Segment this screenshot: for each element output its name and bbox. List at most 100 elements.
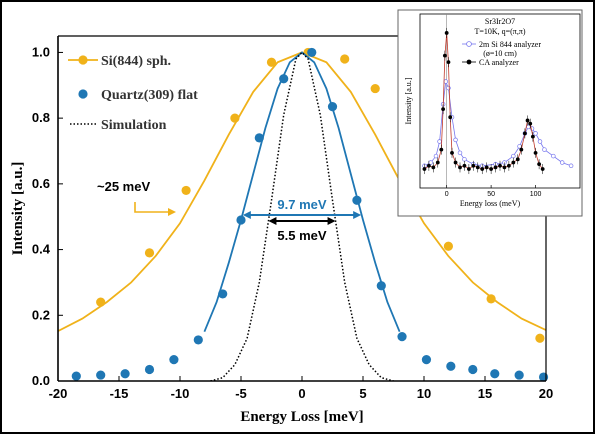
data-point-series-1 [397,332,407,342]
x-tick-label: -5 [235,386,247,401]
inset-data-point-series-0 [446,85,451,91]
data-point-series-0 [266,57,277,67]
x-tick-label: 5 [359,386,366,401]
fwhm-arrow-quartz-arrowhead-right [353,211,362,219]
data-point-series-1 [307,47,317,58]
inset-data-point-series-1 [466,167,471,171]
inset-data-point-series-0 [517,144,522,149]
data-point-series-0 [230,113,240,123]
x-tick-label: 15 [478,386,492,401]
x-tick-label: 10 [417,386,431,401]
inset-data-point-series-1 [537,162,542,167]
data-point-series-1 [193,335,203,345]
inset-data-point-series-1 [426,163,431,168]
inset-data-point-series-1 [533,150,538,155]
data-point-series-0 [443,241,453,251]
data-point-series-1 [421,355,432,365]
inset-legend-swatch-marker [466,41,472,47]
legend: Si(844) sph. Quartz(309) flat Simulation [68,54,198,133]
inset-x-tick-label: 0 [445,191,449,198]
inset-data-point-series-0 [457,150,463,156]
inset-data-point-series-1 [489,167,494,171]
legend-label: Si(844) sph. [101,54,171,69]
fwhm-label-quartz: 9.7 meV [277,197,326,212]
inset-data-point-series-1 [525,118,530,123]
data-point-series-0 [144,248,155,258]
inset-y-axis-label: Intensity [a.u.] [404,77,413,124]
inset-data-point-series-1 [462,163,467,168]
inset-x-tick-label: 50 [487,191,495,198]
data-point-series-0 [486,294,496,304]
inset-data-point-series-1 [515,157,520,162]
inset-data-point-series-1 [480,167,485,171]
data-point-series-0 [340,54,350,64]
data-point-series-1 [96,370,106,380]
inset-data-point-series-0 [542,147,547,152]
legend-swatch-marker [78,55,88,65]
data-point-series-1 [279,74,289,84]
inset-data-point-series-0 [533,131,538,136]
inset-data-point-series-0 [551,153,556,159]
data-point-series-0 [370,83,380,94]
data-point-series-1 [376,281,386,291]
data-point-series-1 [71,371,81,381]
inset-data-point-series-1 [446,60,451,65]
data-point-series-1 [468,364,478,375]
x-tick-label: -15 [110,386,129,401]
inset-plot-frame [419,13,581,189]
inset-title-line: Sr3Ir2O7 [485,17,515,26]
inset-data-point-series-1 [519,147,524,152]
fwhm-bracket-si [134,202,168,213]
inset-data-point-series-0 [428,160,433,165]
inset-legend-label: CA analyzer [479,58,519,67]
fwhm-arrowhead-si [168,208,176,216]
inset-data-point-series-1 [435,160,440,165]
y-tick-label: 0.8 [32,110,50,125]
y-axis-label: Intensity [a.u.] [10,162,26,256]
data-point-series-1 [327,102,338,112]
fwhm-label-si: ~25 meV [97,179,150,194]
series-line-2 [210,51,394,381]
data-point-series-0 [181,185,191,196]
inset-data-point-series-1 [506,163,511,168]
inset-legend-label: 2m Si 844 analyzer [479,40,541,49]
inset-data-point-series-1 [498,163,502,168]
inset-series-line-1 [424,32,544,170]
inset-data-point-series-0 [537,139,543,144]
inset-data-point-series-1 [484,165,489,170]
data-point-series-1 [352,195,362,205]
inset-data-point-series-1 [448,115,453,120]
data-point-series-1 [169,355,179,365]
inset-data-point-series-1 [502,165,507,170]
inset-data-point-series-0 [568,163,574,169]
data-point-series-1 [490,369,500,379]
series-line-1 [203,51,401,333]
inset-legend-sublabel: (ø=10 cm) [483,49,517,58]
inset-data-point-series-1 [453,160,458,165]
data-point-series-1 [120,369,130,379]
fwhm-arrow-quartz-arrowhead-left [242,211,251,219]
legend-label: Quartz(309) flat [101,88,198,103]
inset-data-point-series-1 [458,165,462,170]
inset-data-point-series-0 [437,139,442,144]
inset-data-point-series-1 [493,165,498,170]
inset-x-tick-label: 100 [530,191,542,198]
x-tick-label: 0 [298,386,305,401]
inset-data-point-series-1 [530,134,535,139]
inset-data-point-series-0 [462,157,467,162]
data-point-series-1 [254,133,264,143]
y-tick-label: 0.4 [32,242,51,257]
inset-data-point-series-1 [441,107,446,111]
fwhm-arrow-simulation-arrowhead-right [327,217,336,225]
data-point-series-1 [236,215,246,225]
inset-title-line: T=10K, q=(π,π) [474,27,525,36]
inset-chart: 0 50 100 Energy loss (meV) Intensity [a.u.] S… [397,9,583,217]
x-axis-label: Energy Loss [meV] [240,409,363,425]
legend-label: Simulation [101,118,167,133]
inset-data-point-series-1 [471,163,476,168]
legend-swatch-marker [78,89,88,99]
y-tick-label: 1.0 [32,44,50,59]
inset-data-point-series-1 [422,167,427,171]
y-tick-label: 0.6 [32,176,50,191]
